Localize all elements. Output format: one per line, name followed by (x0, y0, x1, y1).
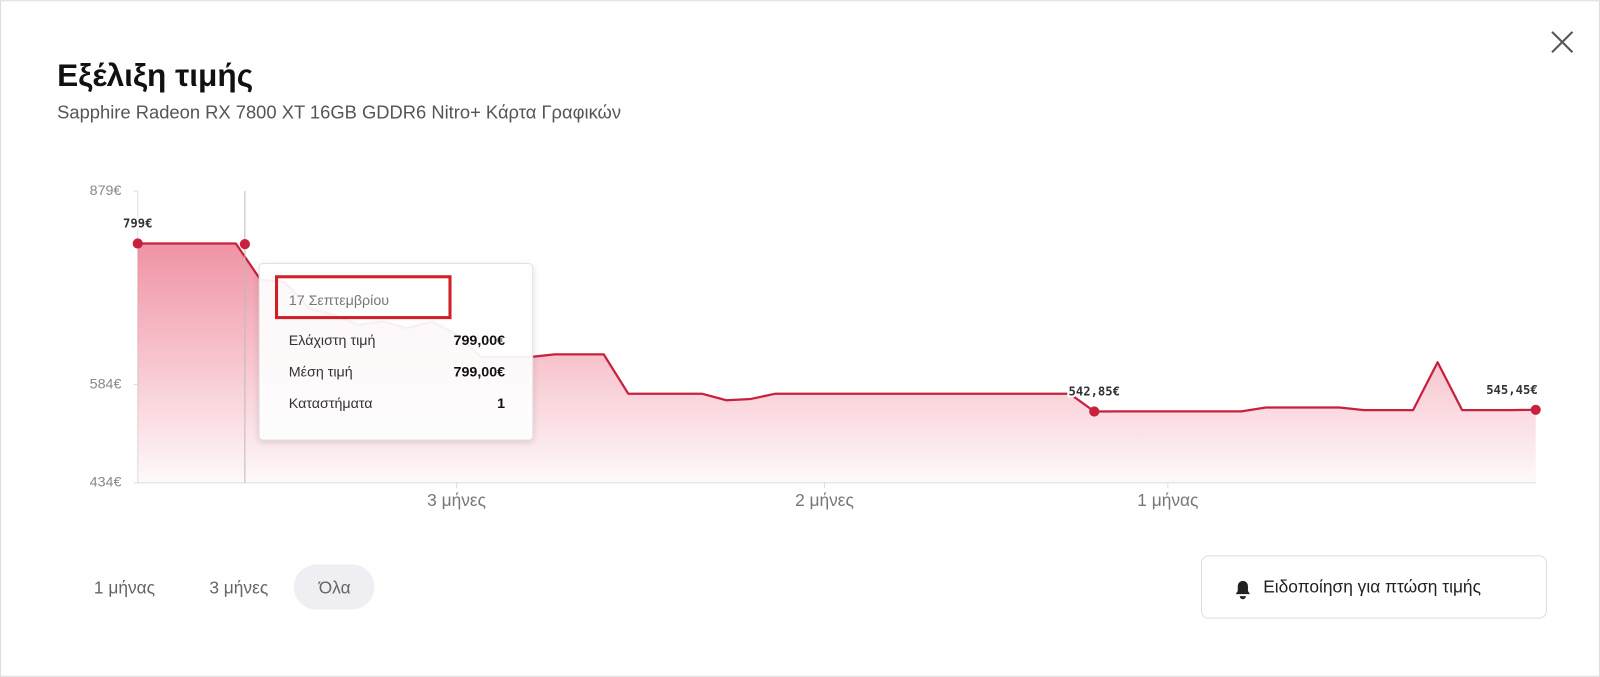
title: Εξέλιξη τιμής (57, 57, 253, 93)
tooltip-label: Καταστήματα (289, 396, 373, 412)
tooltip-value: 799,00€ (454, 333, 506, 349)
data-label: 542,85€ (1068, 385, 1120, 399)
data-label: 545,45€ (1486, 383, 1538, 397)
x-tick-label: 1 μήνας (1137, 490, 1198, 510)
close-button[interactable] (1551, 31, 1574, 53)
hover-dot (239, 239, 250, 250)
tooltip-box (258, 262, 534, 441)
range-button[interactable]: Όλα (318, 578, 351, 598)
range-button[interactable]: 3 μήνες (209, 578, 268, 598)
tooltip: 17 Σεπτεμβρίου Ελάχιστη τιμή 799,00€ Μέσ… (258, 262, 534, 441)
bell-icon (1235, 580, 1250, 600)
data-point (1530, 404, 1541, 415)
y-tick-label: 879€ (90, 183, 122, 199)
subtitle: Sapphire Radeon RX 7800 XT 16GB GDDR6 Ni… (57, 101, 621, 122)
y-tick-label: 434€ (90, 475, 122, 491)
x-tick-label: 3 μήνες (427, 490, 486, 510)
tooltip-date: 17 Σεπτεμβρίου (289, 293, 389, 309)
x-tick-label: 2 μήνες (795, 490, 854, 510)
data-label: 799€ (123, 217, 152, 231)
close-icon (1551, 31, 1574, 53)
y-tick-label: 584€ (90, 376, 122, 392)
highlight-box (275, 275, 452, 320)
alert-button-label: Ειδοποίηση για πτώση τιμής (1263, 577, 1481, 597)
tooltip-label: Μέση τιμή (289, 364, 353, 380)
alert-button[interactable]: Ειδοποίηση για πτώση τιμής (1201, 555, 1547, 619)
range-button[interactable]: 1 μήνας (94, 578, 155, 598)
data-point (1089, 406, 1100, 417)
tooltip-label: Ελάχιστη τιμή (289, 333, 376, 349)
alert-button-box[interactable] (1201, 555, 1547, 619)
tooltip-value: 1 (497, 396, 505, 412)
range-button-active-bg[interactable] (293, 564, 375, 610)
data-point (132, 238, 143, 249)
tooltip-value: 799,00€ (454, 364, 506, 380)
